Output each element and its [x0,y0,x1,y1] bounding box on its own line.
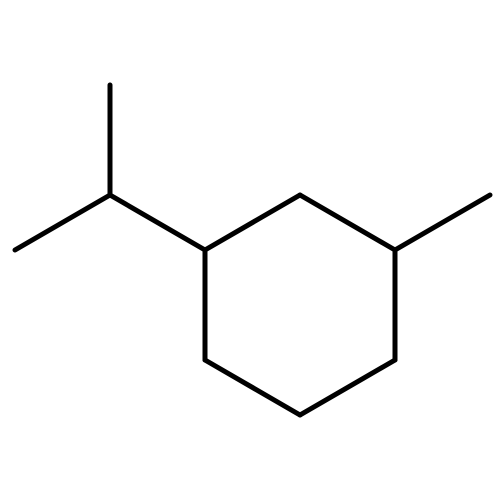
bond [15,195,110,250]
bond [110,195,205,250]
bond [300,360,395,415]
bond [205,360,300,415]
bond-group [15,85,490,415]
bond [300,195,395,250]
bond [395,195,490,250]
bond [205,195,300,250]
molecule-diagram [0,0,500,500]
